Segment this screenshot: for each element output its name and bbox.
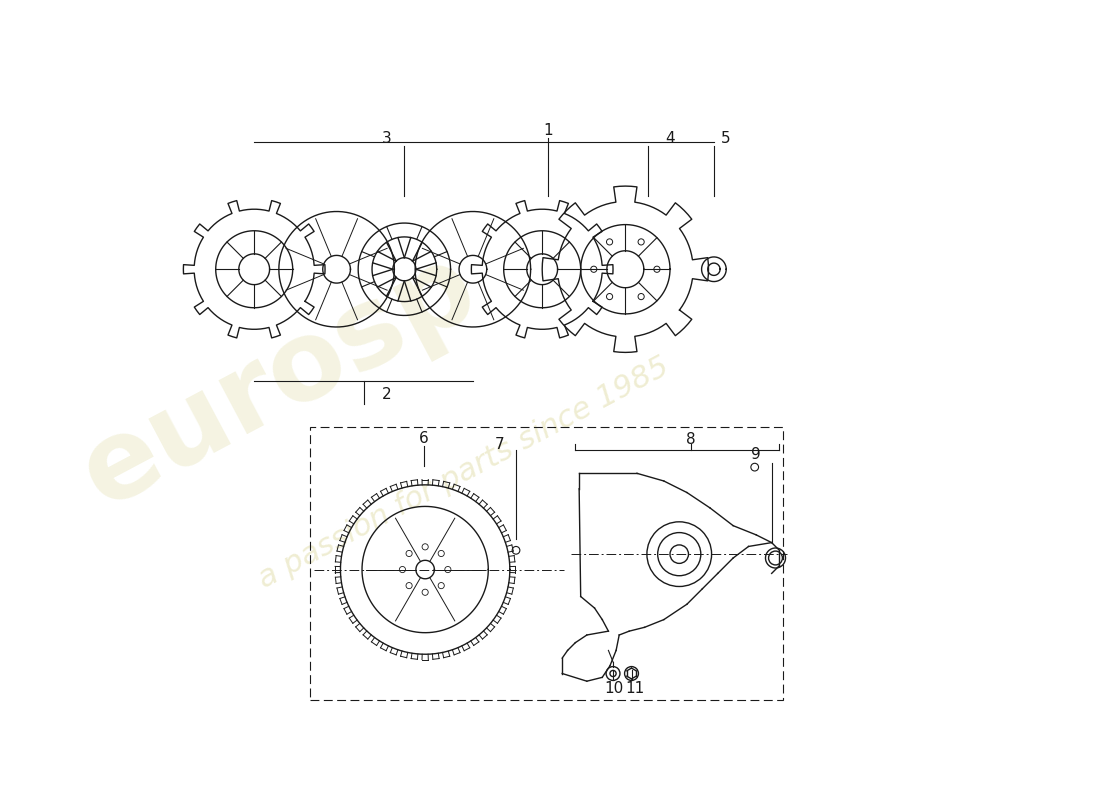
Text: 2: 2 <box>382 387 392 402</box>
Text: a passion for parts since 1985: a passion for parts since 1985 <box>253 352 674 594</box>
Text: 1: 1 <box>543 123 553 138</box>
Text: 8: 8 <box>686 432 695 447</box>
Text: 10: 10 <box>604 682 624 696</box>
Text: 9: 9 <box>751 447 761 462</box>
Text: 11: 11 <box>625 682 645 696</box>
Text: 4: 4 <box>666 131 674 146</box>
Text: 3: 3 <box>382 131 392 146</box>
Text: 5: 5 <box>720 131 730 146</box>
Text: 6: 6 <box>419 431 429 446</box>
Text: eurosp: eurosp <box>64 233 494 530</box>
Text: 7: 7 <box>494 438 504 452</box>
